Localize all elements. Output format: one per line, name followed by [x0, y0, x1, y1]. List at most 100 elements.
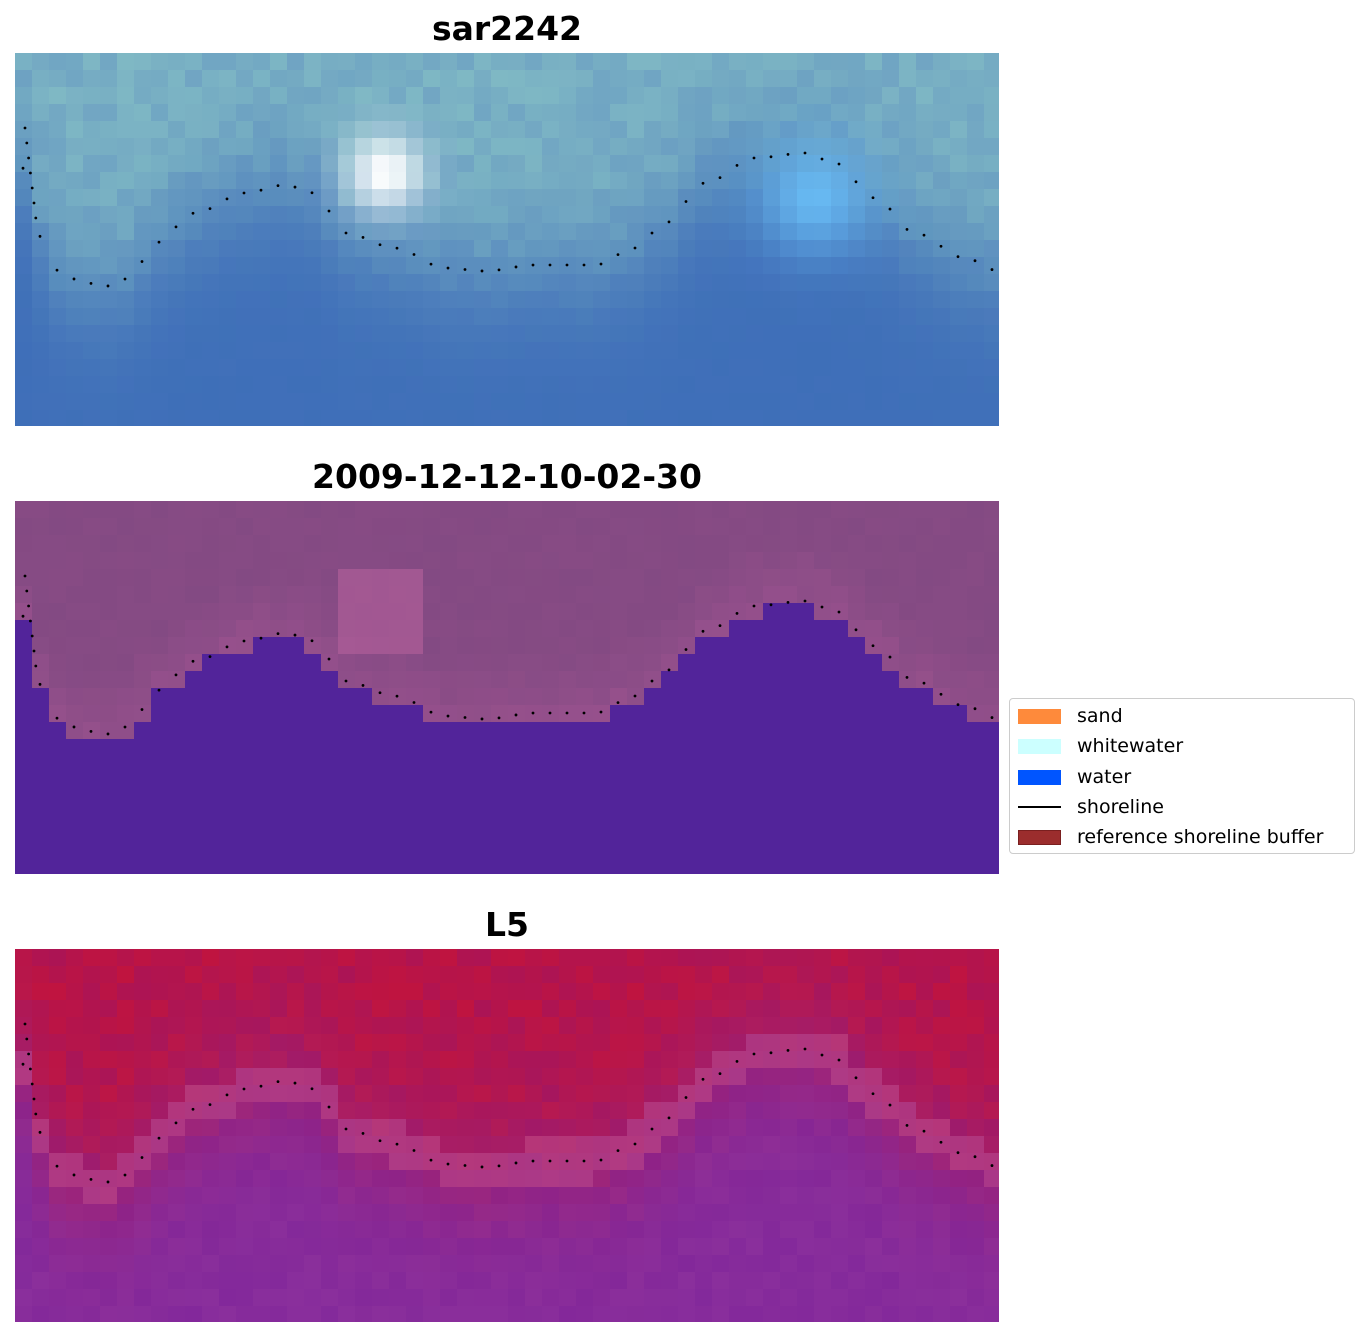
pixel-cell [916, 1255, 934, 1273]
pixel-cell [253, 70, 271, 88]
pixel-cell [202, 138, 220, 156]
pixel-cell [134, 841, 152, 859]
pixel-cell [491, 773, 509, 791]
pixel-cell [797, 841, 815, 859]
pixel-cell [525, 274, 543, 292]
pixel-cell [66, 1221, 84, 1239]
pixel-cell [525, 739, 543, 757]
pixel-cell [916, 1119, 934, 1137]
pixel-cell [423, 1000, 441, 1018]
pixel-cell [644, 376, 662, 394]
pixel-cell [899, 172, 917, 190]
pixel-cell [168, 1255, 186, 1273]
pixel-cell [423, 87, 441, 105]
pixel-cell [576, 824, 594, 842]
pixel-cell [916, 240, 934, 258]
pixel-cell [865, 104, 883, 122]
pixel-cell [440, 87, 458, 105]
pixel-cell [457, 325, 475, 343]
pixel-cell [916, 1306, 934, 1322]
pixel-cell [712, 1170, 730, 1188]
pixel-cell [219, 172, 237, 190]
pixel-cell [389, 1221, 407, 1239]
pixel-cell [406, 949, 424, 967]
pixel-cell [814, 620, 832, 638]
pixel-cell [15, 824, 33, 842]
pixel-cell [304, 70, 322, 88]
pixel-cell [389, 1204, 407, 1222]
pixel-cell [151, 172, 169, 190]
pixel-cell [661, 654, 679, 672]
pixel-cell [389, 104, 407, 122]
pixel-cell [168, 722, 186, 740]
pixel-cell [712, 1272, 730, 1290]
pixel-cell [389, 535, 407, 553]
pixel-cell [270, 1119, 288, 1137]
pixel-cell [304, 308, 322, 326]
pixel-cell [287, 325, 305, 343]
pixel-cell [219, 671, 237, 689]
pixel-cell [474, 552, 492, 570]
pixel-cell [457, 342, 475, 360]
pixel-cell [304, 1170, 322, 1188]
pixel-cell [236, 121, 254, 139]
pixel-cell [372, 1051, 390, 1069]
pixel-cell [797, 501, 815, 519]
pixel-cell [168, 274, 186, 292]
pixel-cell [270, 552, 288, 570]
pixel-cell [270, 138, 288, 156]
pixel-cell [933, 1000, 951, 1018]
pixel-cell [797, 1119, 815, 1137]
pixel-cell [389, 1255, 407, 1273]
pixel-cell [270, 1000, 288, 1018]
pixel-cell [814, 773, 832, 791]
pixel-cell [695, 705, 713, 723]
pixel-cell [831, 257, 849, 275]
pixel-cell [219, 1306, 237, 1322]
shoreline-dot [310, 191, 314, 195]
pixel-cell [185, 1187, 203, 1205]
pixel-cell [168, 53, 186, 71]
pixel-cell [916, 1153, 934, 1171]
pixel-cell [763, 1187, 781, 1205]
pixel-cell [151, 790, 169, 808]
pixel-cell [287, 172, 305, 190]
pixel-cell [933, 189, 951, 207]
pixel-cell [389, 773, 407, 791]
pixel-cell [49, 87, 67, 105]
pixel-cell [865, 1289, 883, 1307]
pixel-cell [151, 1187, 169, 1205]
pixel-cell [202, 858, 220, 874]
pixel-cell [559, 1119, 577, 1137]
pixel-cell [593, 858, 611, 874]
pixel-cell [525, 1119, 543, 1137]
pixel-cell [185, 841, 203, 859]
pixel-cell [134, 1051, 152, 1069]
pixel-cell [508, 1136, 526, 1154]
pixel-cell [32, 1204, 50, 1222]
pixel-cell [66, 501, 84, 519]
pixel-cell [729, 1170, 747, 1188]
pixel-cell [610, 274, 628, 292]
pixel-cell [661, 1221, 679, 1239]
pixel-cell [916, 138, 934, 156]
pixel-cell [678, 586, 696, 604]
pixel-cell [695, 342, 713, 360]
pixel-cell [474, 155, 492, 173]
pixel-cell [508, 121, 526, 139]
pixel-cell [610, 410, 628, 426]
pixel-cell [491, 240, 509, 258]
pixel-cell [287, 552, 305, 570]
pixel-cell [610, 620, 628, 638]
pixel-cell [746, 1289, 764, 1307]
pixel-cell [32, 1170, 50, 1188]
pixel-cell [882, 342, 900, 360]
pixel-cell [83, 1272, 101, 1290]
pixel-cell [440, 773, 458, 791]
pixel-cell [831, 138, 849, 156]
pixel-cell [967, 756, 985, 774]
pixel-cell [338, 705, 356, 723]
pixel-cell [729, 1289, 747, 1307]
pixel-cell [134, 1221, 152, 1239]
pixel-cell [627, 535, 645, 553]
